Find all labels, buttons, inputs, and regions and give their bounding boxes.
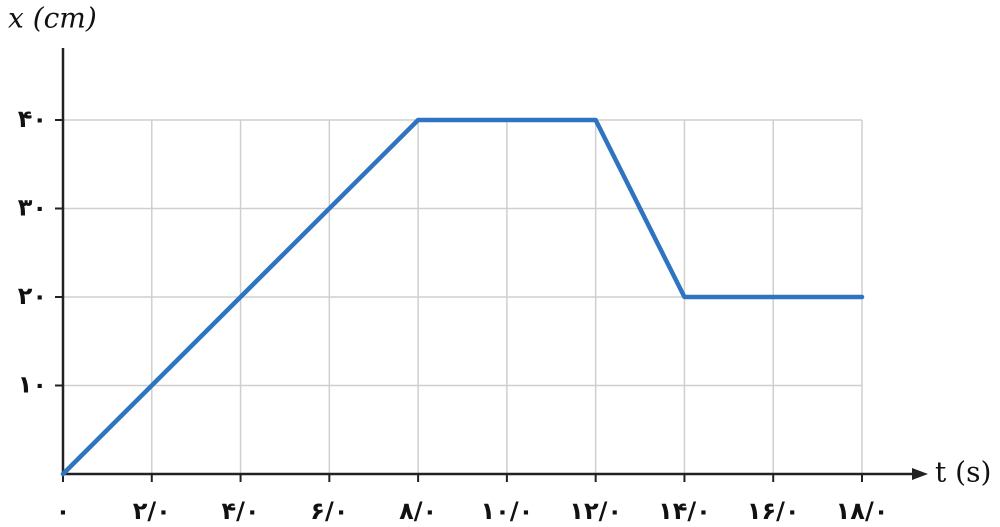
- x-axis-arrow: [912, 468, 928, 480]
- x-tick-label: ۱۶/۰: [747, 497, 800, 525]
- y-axis-label: x (cm): [8, 2, 97, 35]
- y-tick-label: ۲۰: [18, 282, 47, 310]
- y-tick-label: ۴۰: [18, 105, 47, 133]
- x-tick-label: ۶/۰: [310, 497, 348, 525]
- x-tick-label: ۱۴/۰: [658, 497, 711, 525]
- x-tick-label: ۰: [56, 497, 71, 525]
- y-tick-label: ۳۰: [18, 194, 47, 222]
- data-line: [60, 117, 865, 477]
- y-tick-label: ۱۰: [18, 371, 47, 399]
- x-tick-label: ۱۸/۰: [836, 497, 889, 525]
- x-tick-label: ۱۲/۰: [569, 497, 622, 525]
- x-axis-label: t (s): [935, 456, 991, 489]
- x-tick-label: ۸/۰: [399, 497, 437, 525]
- x-tick-label: ۱۰/۰: [481, 497, 534, 525]
- x-tick-label: ۴/۰: [222, 497, 260, 525]
- x-tick-label: ۲/۰: [133, 497, 171, 525]
